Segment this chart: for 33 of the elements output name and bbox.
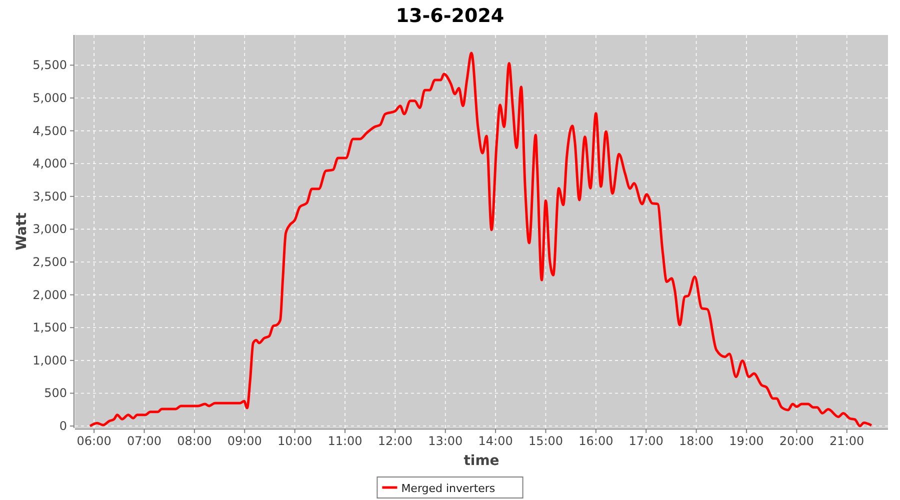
x-tick-label: 06:00 — [76, 434, 112, 448]
line-series — [88, 52, 873, 428]
x-tick-label: 20:00 — [779, 434, 814, 448]
y-tick-label: 2,500 — [32, 255, 67, 270]
x-tick-label: 11:00 — [328, 434, 362, 448]
x-tick-label: 21:00 — [830, 434, 864, 448]
y-tick-label: 3,500 — [32, 189, 67, 204]
y-tick-label: 4,000 — [32, 156, 67, 171]
legend-label: Merged inverters — [401, 482, 496, 495]
x-tick-label: 10:00 — [278, 434, 312, 448]
x-tick-label: 13:00 — [428, 434, 463, 448]
x-tick-label: 19:00 — [729, 434, 764, 448]
y-tick-label: 500 — [44, 386, 67, 400]
x-tick-label: 07:00 — [126, 434, 162, 448]
x-tick-label: 16:00 — [578, 434, 614, 448]
y-tick-label: 0 — [59, 419, 67, 434]
x-tick-label: 17:00 — [628, 434, 664, 448]
x-tick-label: 15:00 — [528, 434, 564, 448]
y-tick-label: 1,000 — [32, 353, 67, 368]
x-tick-label: 08:00 — [177, 434, 212, 448]
y-axis-title: Watt — [14, 212, 30, 250]
y-tick-label: 5,500 — [32, 58, 67, 72]
y-tick-label: 5,000 — [32, 90, 67, 105]
y-tick-label: 3,000 — [32, 222, 67, 236]
chart-title: 13-6-2024 — [396, 5, 504, 27]
y-tick-label: 2,000 — [32, 288, 67, 302]
x-tick-label: 14:00 — [478, 434, 513, 448]
x-axis-title: time — [464, 453, 500, 469]
x-tick-label: 18:00 — [678, 434, 714, 448]
y-tick-label: 4,500 — [32, 124, 67, 138]
x-tick-label: 09:00 — [227, 434, 262, 448]
y-tick-label: 1,500 — [32, 320, 67, 335]
x-tick-label: 12:00 — [378, 434, 412, 448]
